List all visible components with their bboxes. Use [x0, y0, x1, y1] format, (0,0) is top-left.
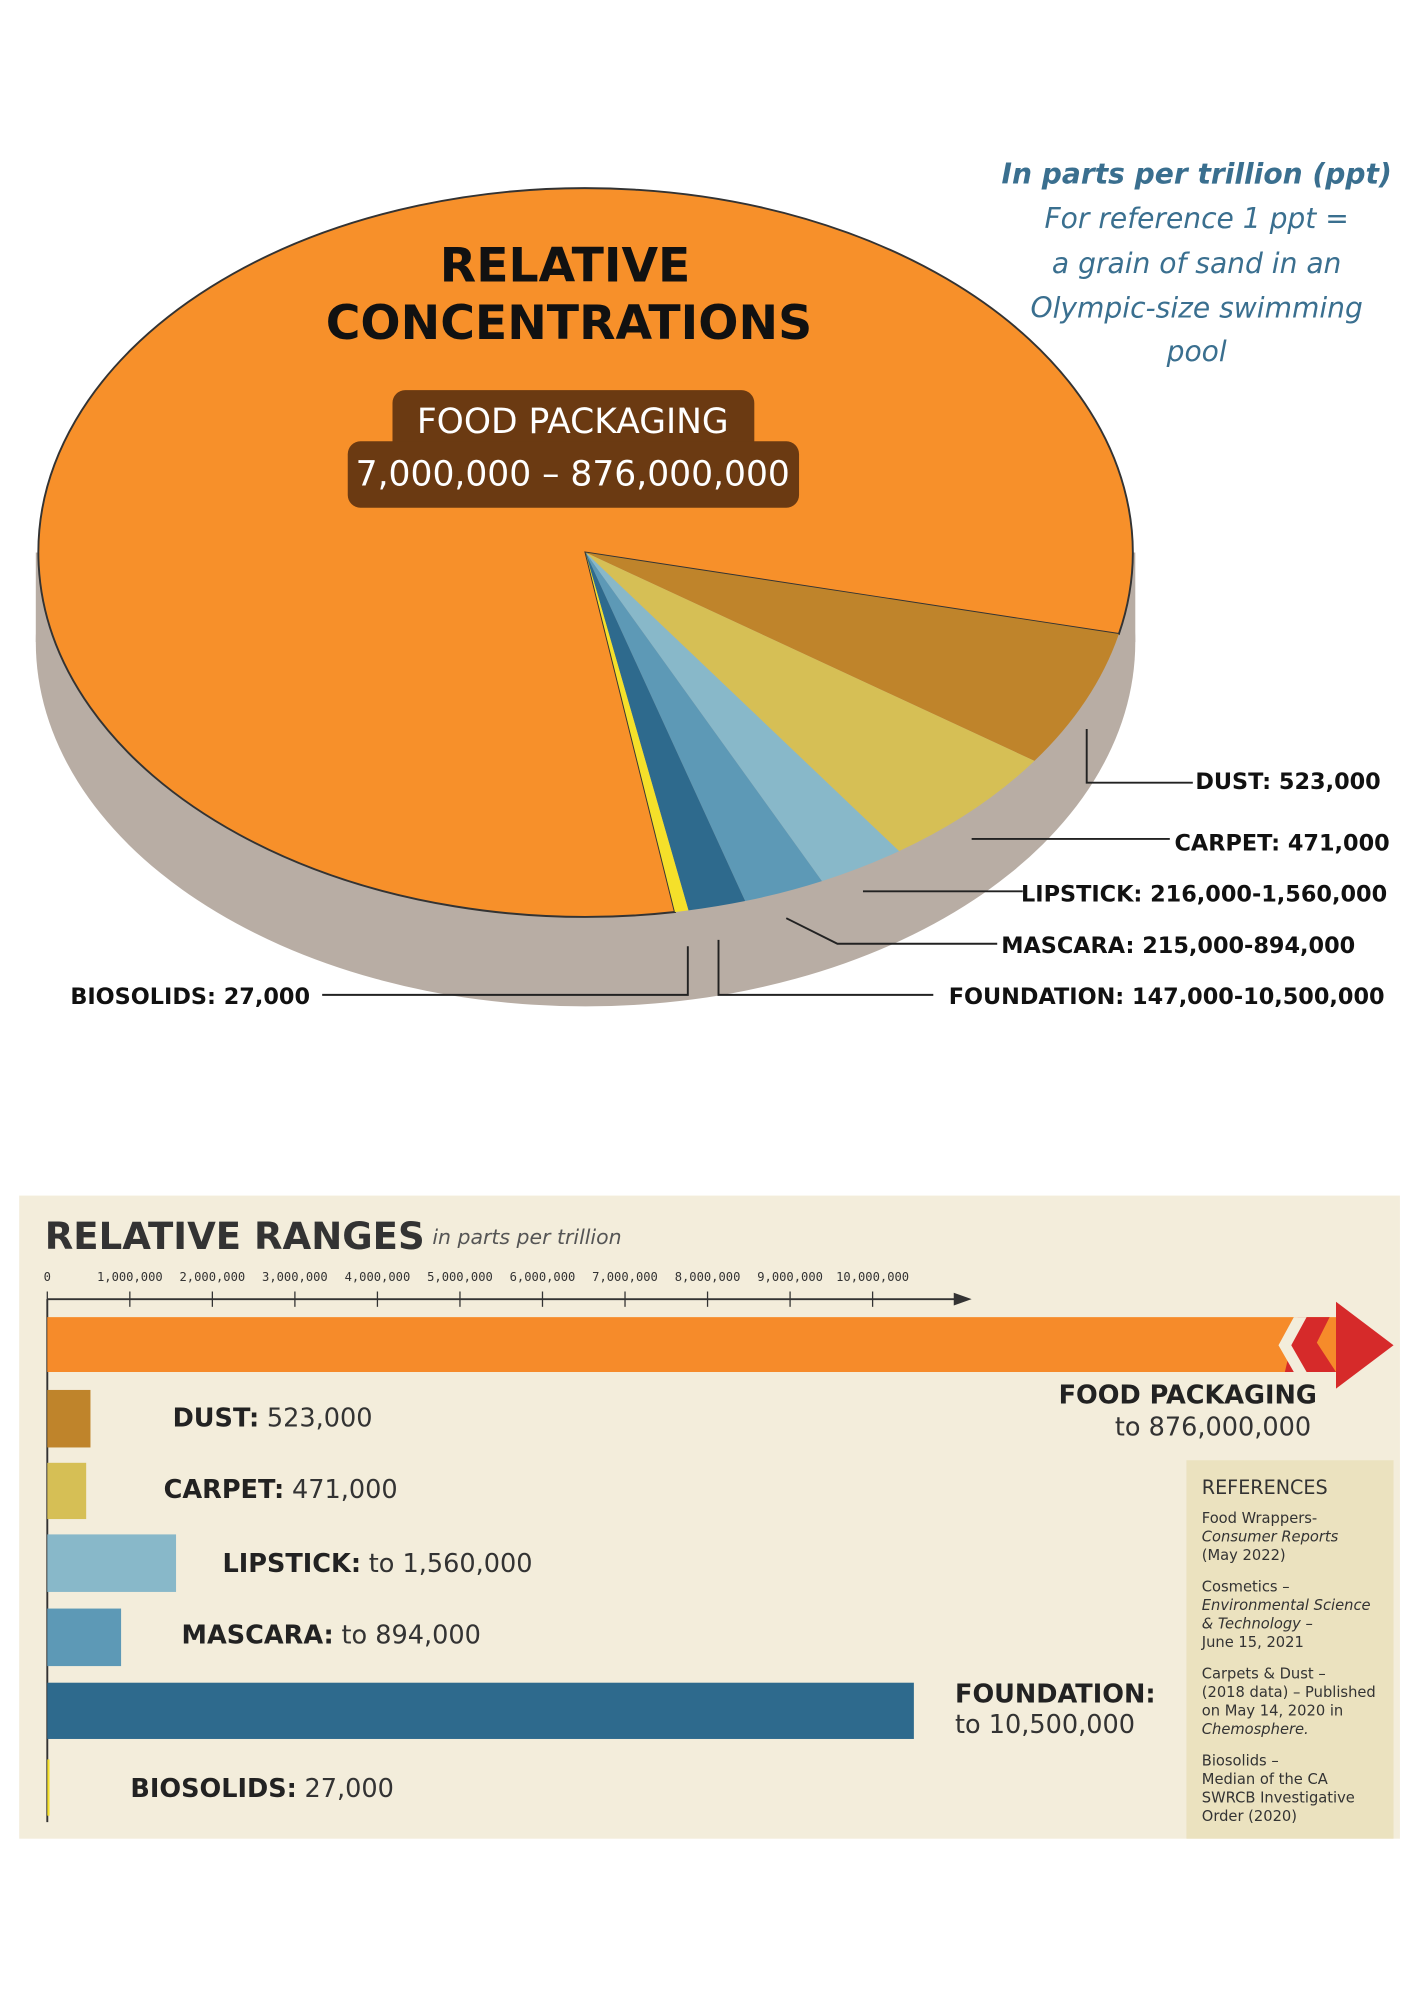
highlight-box: [347, 441, 800, 508]
reference-line: SWRCB Investigative: [1202, 1789, 1355, 1806]
bar-value-label: 523,000: [267, 1403, 373, 1433]
reference-line: Chemosphere.: [1202, 1721, 1309, 1738]
reference-line: June 15, 2021: [1201, 1634, 1304, 1651]
pie-slice: [585, 552, 689, 913]
x-tick-label: 3,000,000: [262, 1270, 328, 1284]
bar-arrow: [1336, 1301, 1394, 1389]
bar-label: DUST: 523,000: [173, 1403, 373, 1433]
highlight-range: 7,000,000 – 876,000,000: [356, 454, 790, 494]
bar-value-label: 471,000: [292, 1475, 398, 1505]
pie-slice: [585, 552, 1119, 761]
note-line: a grain of sand in an: [1052, 247, 1341, 280]
pie-slice: [585, 552, 900, 882]
bar-label: FOUNDATION:: [955, 1679, 1156, 1709]
bar: [47, 1534, 177, 1592]
pie-title: CONCENTRATIONS: [326, 296, 812, 351]
bar-value-label: to 894,000: [341, 1621, 480, 1651]
bars: RELATIVE RANGES in parts per trillion 0 1,0…: [44, 1214, 1394, 1825]
bar-name: DUST:: [173, 1403, 260, 1433]
pie: [37, 187, 1134, 918]
bar-label: FOOD PACKAGING: [1059, 1380, 1317, 1410]
reference-line: (2018 data) – Published: [1202, 1684, 1376, 1701]
x-tick-label: 8,000,000: [675, 1270, 741, 1284]
bar-label: LIPSTICK: to 1,560,000: [222, 1549, 532, 1579]
bar: [47, 1462, 87, 1520]
reference-line: Environmental Science: [1202, 1597, 1371, 1614]
highlight-name: FOOD PACKAGING: [417, 402, 729, 442]
bar-value-label: to 1,560,000: [369, 1549, 533, 1579]
reference-line: Food Wrappers-: [1202, 1510, 1317, 1527]
note-line: Olympic-size swimming: [1030, 292, 1362, 325]
bar-value-label: to 10,500,000: [955, 1710, 1135, 1740]
pie-label: CARPET: 471,000: [1175, 831, 1390, 857]
x-tick-label: 9,000,000: [757, 1270, 823, 1284]
pie-label: DUST: 523,000: [1195, 769, 1380, 795]
reference-line: Consumer Reports: [1202, 1529, 1339, 1546]
x-tick-label: 7,000,000: [592, 1270, 658, 1284]
axis-arrow: [953, 1292, 972, 1306]
x-tick-label: 6,000,000: [510, 1270, 576, 1284]
highlight-box: [392, 390, 755, 455]
x-tick-label: 5,000,000: [427, 1270, 493, 1284]
bar: [47, 1608, 122, 1667]
pie-label: MASCARA: 215,000-894,000: [1001, 933, 1355, 959]
x-tick-label: 1,000,000: [97, 1270, 163, 1284]
bar-label: MASCARA: to 894,000: [182, 1621, 481, 1651]
reference-line: on May 14, 2020 in: [1202, 1702, 1343, 1719]
bar-label: BIOSOLIDS: 27,000: [130, 1774, 393, 1804]
bar: [47, 1759, 50, 1816]
leader-line: [785, 917, 998, 945]
x-tick-label: 2,000,000: [180, 1270, 246, 1284]
pie-slice: [585, 552, 746, 911]
bar: [47, 1317, 1337, 1373]
leader-line: [717, 939, 934, 996]
bar-title-text: RELATIVE RANGES: [45, 1214, 425, 1257]
bar-name: MASCARA:: [182, 1621, 334, 1651]
x-tick-label: 0: [44, 1270, 51, 1284]
bar-name: LIPSTICK:: [222, 1549, 361, 1579]
reference-line: Biosolids –: [1202, 1752, 1279, 1769]
bar-value-label: 27,000: [304, 1774, 393, 1804]
pie-slice: [585, 552, 1035, 852]
references-title: REFERENCES: [1202, 1476, 1328, 1499]
bar-value-label: to 876,000,000: [1115, 1412, 1311, 1442]
pie-title: RELATIVE: [440, 239, 691, 294]
reference-line: Order (2020): [1202, 1808, 1297, 1825]
pie-slice: [37, 187, 1134, 918]
reference-line: & Technology –: [1202, 1616, 1313, 1633]
bar-label: CARPET: 471,000: [164, 1475, 398, 1505]
bar-title: RELATIVE RANGES in parts per trillion: [45, 1214, 622, 1257]
bar-clip: [47, 1317, 1337, 1816]
leader-line: [1085, 728, 1193, 784]
reference-line: Cosmetics –: [1202, 1578, 1290, 1595]
pie-label: FOUNDATION: 147,000-10,500,000: [949, 984, 1385, 1010]
note-line: In parts per trillion (ppt): [1001, 157, 1391, 190]
leader-line: [322, 946, 689, 996]
reference-line: Median of the CA: [1202, 1771, 1328, 1788]
note-line: For reference 1 ppt =: [1045, 202, 1349, 235]
bar: [47, 1682, 914, 1739]
x-tick-label: 4,000,000: [345, 1270, 411, 1284]
note-line: pool: [1166, 335, 1227, 368]
pie-slice: [585, 552, 822, 902]
reference-line: Carpets & Dust –: [1202, 1665, 1326, 1682]
bar-name: BIOSOLIDS:: [130, 1774, 296, 1804]
references-panel: [1186, 1460, 1394, 1839]
x-tick-label: 10,000,000: [836, 1270, 909, 1284]
bar: [47, 1389, 91, 1448]
reference-line: (May 2022): [1202, 1547, 1286, 1564]
pie-label: LIPSTICK: 216,000-1,560,000: [1021, 882, 1387, 908]
bar-break-gap: [1278, 1317, 1307, 1373]
pie-label: BIOSOLIDS: 27,000: [70, 984, 310, 1010]
bar-subtitle: in parts per trillion: [432, 1225, 621, 1249]
bar-name: CARPET:: [164, 1475, 285, 1505]
